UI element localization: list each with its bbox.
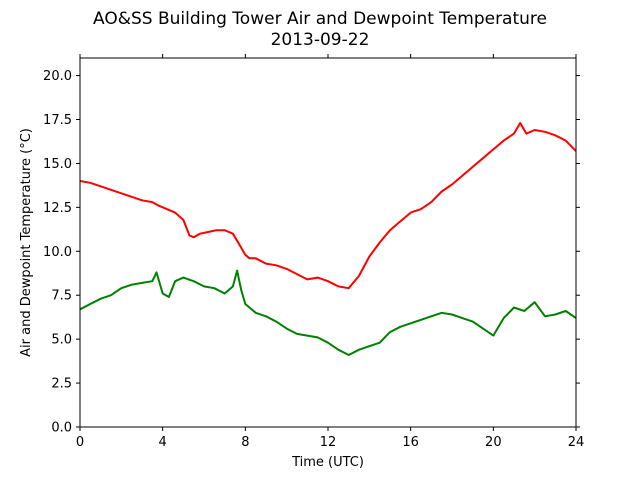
y-tick-label: 10.0 <box>43 245 72 260</box>
series-layer <box>79 122 577 356</box>
y-tick-label: 7.5 <box>51 289 72 304</box>
plot-frame <box>79 57 577 428</box>
y-tick-label: 20.0 <box>43 69 72 84</box>
y-tick-label: 17.5 <box>43 113 72 128</box>
x-tick-label: 0 <box>76 435 84 450</box>
series-line-0 <box>79 122 577 290</box>
y-tick-label: 0.0 <box>51 421 72 436</box>
x-axis-label: Time (UTC) <box>291 455 364 470</box>
x-tick-label: 20 <box>485 435 502 450</box>
x-tick-label: 8 <box>241 435 249 450</box>
y-tick-label: 5.0 <box>51 333 72 348</box>
chart-subtitle: 2013-09-22 <box>271 30 370 50</box>
x-tick-label: 24 <box>568 435 585 450</box>
y-axis-label: Air and Dewpoint Temperature (°C) <box>19 128 34 357</box>
x-tick-label: 16 <box>402 435 419 450</box>
y-tick-label: 15.0 <box>43 157 72 172</box>
x-tick-label: 4 <box>159 435 167 450</box>
tick-layer: 0 4 8 12 16 20 24 0.0 2.5 5.0 7.5 10.0 12.5 15.0 17.5 2… <box>43 54 584 450</box>
x-tick-label: 12 <box>320 435 337 450</box>
series-line-1 <box>79 269 577 356</box>
y-tick-label: 12.5 <box>43 201 72 216</box>
y-tick-label: 2.5 <box>51 377 72 392</box>
chart-title: AO&SS Building Tower Air and Dewpoint Te… <box>93 9 547 29</box>
